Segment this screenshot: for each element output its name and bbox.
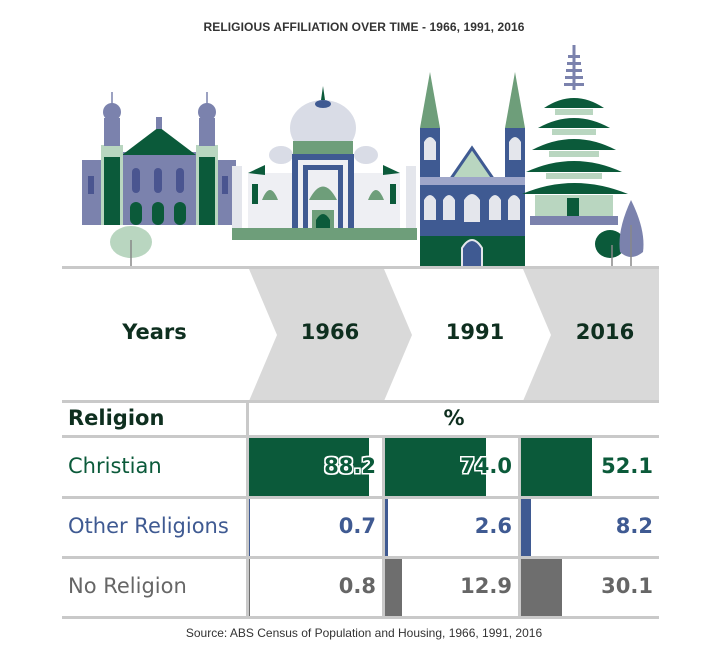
bar-christian-2016 bbox=[521, 438, 592, 496]
year-1966: 1966 bbox=[300, 320, 360, 344]
percent-header: % bbox=[443, 406, 465, 430]
pagoda-icon bbox=[522, 45, 644, 267]
illustration-baseline bbox=[62, 266, 659, 269]
column-divider-2 bbox=[518, 437, 521, 619]
religious-buildings-illustration bbox=[82, 45, 644, 268]
value-christian-1991: 74.0 bbox=[460, 454, 512, 478]
years-label: Years bbox=[122, 320, 187, 344]
row-divider-1 bbox=[62, 496, 659, 499]
bar-christian-1966 bbox=[249, 438, 369, 496]
row-label-no-religion: No Religion bbox=[68, 574, 187, 598]
year-1991: 1991 bbox=[445, 320, 505, 344]
value-christian-2016: 52.1 bbox=[601, 454, 653, 478]
value-other-1991: 2.6 bbox=[474, 514, 512, 538]
chevron-2016 bbox=[523, 269, 659, 401]
row-label-christian: Christian bbox=[68, 454, 162, 478]
bar-christian-1991 bbox=[385, 438, 486, 496]
source-note: Source: ABS Census of Population and Hou… bbox=[185, 626, 543, 640]
bar-none-1966 bbox=[249, 559, 250, 616]
bar-none-1991 bbox=[385, 559, 402, 616]
table-bottom-border bbox=[62, 616, 659, 619]
bar-other-2016 bbox=[521, 499, 531, 556]
header-divider bbox=[62, 435, 659, 438]
church-icon bbox=[82, 92, 236, 267]
year-2016: 2016 bbox=[575, 320, 635, 344]
row-divider-2 bbox=[62, 556, 659, 559]
column-divider-label bbox=[246, 400, 249, 619]
cathedral-icon bbox=[420, 72, 525, 268]
value-christian-1966: 88.2 bbox=[324, 454, 376, 478]
chevron-1966 bbox=[249, 269, 412, 401]
chart-title: RELIGIOUS AFFILIATION OVER TIME - 1966, … bbox=[203, 20, 525, 34]
value-other-2016: 8.2 bbox=[615, 514, 653, 538]
religion-header: Religion bbox=[68, 406, 165, 430]
table-top-border bbox=[62, 400, 659, 403]
bar-other-1991 bbox=[385, 499, 388, 556]
value-none-1966: 0.8 bbox=[338, 574, 376, 598]
mosque-icon bbox=[232, 86, 417, 240]
value-other-1966: 0.7 bbox=[338, 514, 376, 538]
year-chevron-band bbox=[249, 269, 659, 401]
value-none-1991: 12.9 bbox=[460, 574, 512, 598]
column-divider-1 bbox=[382, 437, 385, 619]
bar-other-1966 bbox=[249, 499, 250, 556]
bar-none-2016 bbox=[521, 559, 562, 616]
value-none-2016: 30.1 bbox=[601, 574, 653, 598]
row-label-other-religions: Other Religions bbox=[68, 514, 229, 538]
